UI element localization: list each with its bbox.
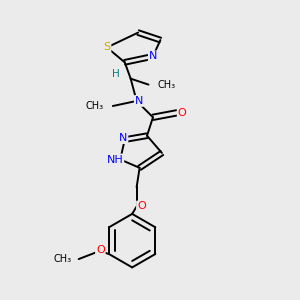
Text: N: N xyxy=(135,96,143,106)
Text: S: S xyxy=(103,43,110,52)
Text: NH: NH xyxy=(106,154,123,164)
Text: O: O xyxy=(96,244,105,255)
Text: O: O xyxy=(178,108,187,118)
Text: CH₃: CH₃ xyxy=(158,80,175,90)
Text: CH₃: CH₃ xyxy=(53,254,71,264)
Text: N: N xyxy=(149,51,157,62)
Text: CH₃: CH₃ xyxy=(85,101,103,111)
Text: N: N xyxy=(119,133,128,143)
Text: O: O xyxy=(137,202,146,212)
Text: H: H xyxy=(112,69,120,79)
